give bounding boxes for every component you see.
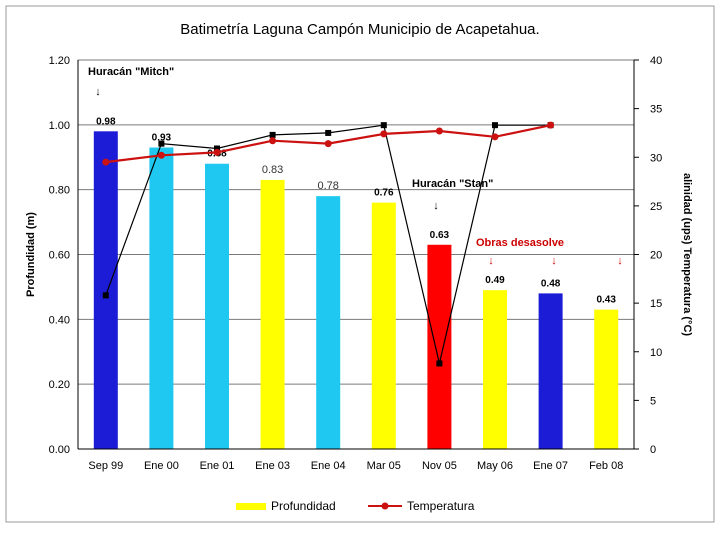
bar-value-label: 0.83 <box>262 164 283 176</box>
legend: Profundidad Temperatura <box>236 499 475 513</box>
point-temperatura <box>213 148 221 156</box>
y-tick-label: 0.20 <box>49 379 70 391</box>
point-temperatura <box>491 133 499 141</box>
x-tick-label: Ene 01 <box>200 460 235 472</box>
bar-value-label: 0.78 <box>317 180 338 192</box>
bar <box>93 131 118 450</box>
x-tick-label: Ene 07 <box>533 460 568 472</box>
annotation-label: Huracán "Mitch" <box>88 66 174 78</box>
point-salinidad <box>436 360 443 367</box>
point-temperatura <box>269 137 277 145</box>
y-tick-label: 0.40 <box>49 314 70 326</box>
point-temperatura <box>324 140 332 148</box>
down-arrow-icon: ↓ <box>433 200 439 212</box>
y-tick-label: 0.00 <box>49 444 70 456</box>
y2-tick-label: 25 <box>650 201 662 213</box>
bar <box>538 293 563 449</box>
y-tick-label: 1.20 <box>49 55 70 67</box>
y2-tick-label: 0 <box>650 444 656 456</box>
down-arrow-icon: ↓ <box>95 86 101 98</box>
y2-tick-label: 35 <box>650 104 662 116</box>
bar <box>260 179 285 450</box>
bar-value-label: 0.49 <box>485 275 505 286</box>
y-tick-label: 0.60 <box>49 250 70 262</box>
y2-tick-label: 5 <box>650 395 656 407</box>
y2-tick-label: 40 <box>650 55 662 67</box>
legend-swatch-profundidad <box>236 503 266 510</box>
y2-tick-label: 15 <box>650 298 662 310</box>
annotation-label: Huracán "Stan" <box>412 178 493 190</box>
bar-series <box>93 131 619 450</box>
point-salinidad <box>214 145 220 152</box>
bar <box>371 202 396 449</box>
point-salinidad <box>325 129 332 136</box>
line-series <box>102 121 555 367</box>
y2-tick-label: 20 <box>650 250 662 262</box>
bar-value-label: 0.93 <box>152 133 172 144</box>
x-tick-label: Ene 00 <box>144 460 179 472</box>
x-tick-label: Sep 99 <box>88 460 123 472</box>
bar-value-label: 0.43 <box>596 295 616 306</box>
x-tick-label: Feb 08 <box>589 460 623 472</box>
chart-title: Batimetría Laguna Campón Municipio de Ac… <box>180 21 539 38</box>
x-tick-label: Ene 03 <box>255 460 290 472</box>
legend-label-profundidad: Profundidad <box>271 499 336 513</box>
point-temperatura <box>435 127 443 135</box>
point-salinidad <box>380 122 387 129</box>
x-tick-label: May 06 <box>477 460 513 472</box>
y-axis-title: Profundidad (m) <box>25 212 37 297</box>
bar <box>594 309 619 449</box>
axes: 0.00 0.20 0.40 0.60 0.80 1.00 1.20 0 5 10 15 20 25 30… <box>25 55 693 472</box>
y2-tick-label: 10 <box>650 347 662 359</box>
bar-value-label: 0.76 <box>374 188 394 199</box>
down-arrow-icon: ↓ <box>488 255 494 267</box>
y-tick-label: 0.80 <box>49 185 70 197</box>
bar-value-label: 0.98 <box>96 116 116 127</box>
x-tick-label: Nov 05 <box>422 460 457 472</box>
bar-value-label: 0.63 <box>430 230 450 241</box>
bar <box>427 244 452 449</box>
bar-value-label: 0.48 <box>541 278 561 289</box>
x-tick-label: Ene 04 <box>311 460 346 472</box>
y2-tick-label: 30 <box>650 152 662 164</box>
point-temperatura <box>380 130 388 138</box>
down-arrow-icon: ↓ <box>551 255 557 267</box>
bar <box>205 163 229 449</box>
point-salinidad <box>158 140 165 147</box>
y-tick-label: 1.00 <box>49 120 70 132</box>
legend-label-temperatura: Temperatura <box>407 499 475 513</box>
point-temperatura <box>547 121 555 129</box>
point-temperatura <box>157 151 165 159</box>
legend-marker-temperatura <box>381 502 389 510</box>
x-tick-label: Mar 05 <box>367 460 401 472</box>
y2-axis-title: alinidad (ups) Temperatura (°C) <box>681 173 693 336</box>
chart-frame <box>5 5 715 523</box>
point-salinidad <box>492 122 498 129</box>
bar-value-labels: 0.980.930.880.830.780.760.630.490.480.43 <box>96 116 616 305</box>
bar <box>149 147 174 449</box>
down-arrow-icon: ↓ <box>617 255 623 267</box>
bar <box>483 290 507 449</box>
point-temperatura <box>102 158 110 166</box>
annotation-label: Obras desasolve <box>476 237 564 249</box>
bar <box>316 196 341 449</box>
point-salinidad <box>269 131 276 138</box>
annotations: Huracán "Mitch" ↓ Huracán "Stan" ↓ Obras des… <box>88 66 623 267</box>
point-salinidad <box>102 292 109 299</box>
